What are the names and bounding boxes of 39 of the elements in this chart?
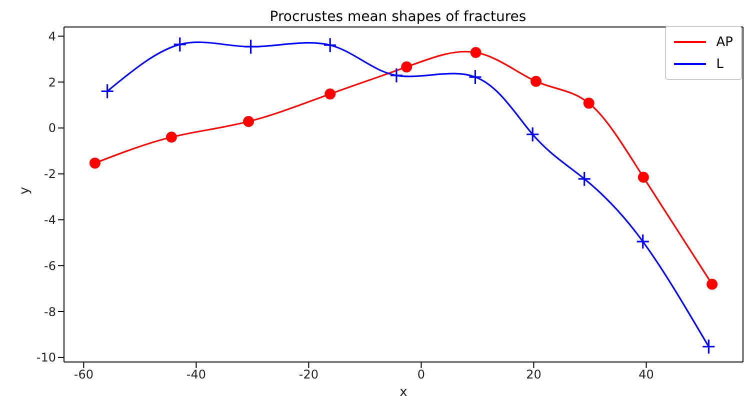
point	[89, 158, 100, 169]
point	[166, 132, 177, 143]
legend-label: AP	[716, 34, 733, 50]
x-tick-label: -40	[186, 368, 206, 382]
y-tick-label: -4	[44, 213, 56, 227]
point	[706, 278, 718, 290]
point	[323, 37, 337, 53]
point	[530, 76, 542, 87]
point	[638, 172, 649, 183]
chart-title: Procrustes mean shapes of fractures	[268, 8, 528, 26]
x-tick-label: 20	[526, 368, 542, 382]
y-tick-label: -6	[44, 258, 56, 273]
point	[324, 88, 336, 100]
x-tick-label: -20	[298, 368, 319, 382]
y-tick-label: -10	[36, 350, 56, 365]
point	[100, 83, 114, 100]
y-tick-label: 0	[48, 121, 56, 136]
point	[243, 116, 254, 128]
point	[470, 46, 482, 58]
point	[578, 171, 592, 187]
y-tick-label: -8	[44, 304, 56, 319]
x-tick-label: -60	[74, 368, 94, 382]
point	[583, 98, 594, 109]
x-axis-title: x	[400, 385, 408, 400]
point	[636, 234, 650, 250]
point	[390, 68, 404, 84]
x-tick-label: 40	[638, 368, 654, 382]
point	[401, 61, 412, 72]
y-tick-label: -2	[44, 167, 56, 182]
point	[468, 69, 482, 85]
point	[526, 126, 540, 142]
point	[244, 38, 258, 55]
point	[173, 36, 187, 52]
y-axis-title: y	[18, 186, 33, 194]
y-tick-label: 2	[48, 75, 56, 90]
x-tick-label: 0	[417, 368, 426, 382]
legend-label: L	[716, 56, 724, 72]
point	[702, 338, 716, 354]
y-tick-label: 4	[48, 29, 56, 44]
